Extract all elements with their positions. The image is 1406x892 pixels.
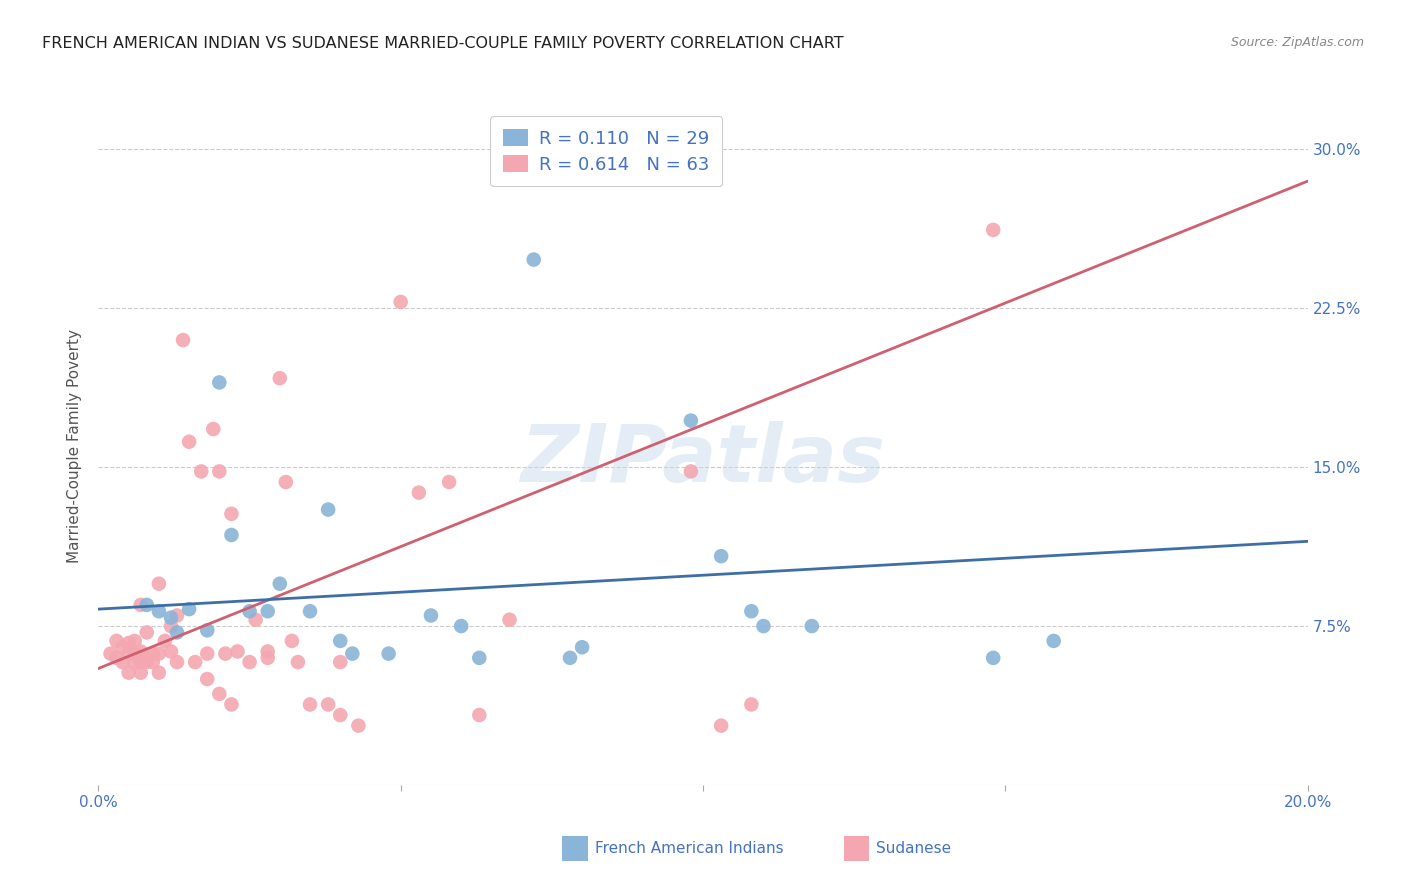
Point <box>329 655 352 669</box>
Point <box>299 604 322 618</box>
Point <box>558 651 581 665</box>
Point <box>184 655 207 669</box>
Point <box>269 371 291 385</box>
Point <box>800 619 823 633</box>
Point <box>148 576 170 591</box>
Point <box>208 464 231 478</box>
Point <box>118 636 141 650</box>
Point <box>329 708 352 723</box>
Point <box>124 655 146 669</box>
Point <box>148 604 170 618</box>
Point <box>111 655 134 669</box>
Point <box>202 422 225 436</box>
Point <box>710 549 733 564</box>
Point <box>221 698 243 712</box>
Point <box>153 633 176 648</box>
Point <box>256 651 278 665</box>
Point <box>226 644 249 658</box>
Point <box>1042 633 1064 648</box>
Point <box>347 719 370 733</box>
Point <box>208 376 231 390</box>
Point <box>190 464 212 478</box>
Point <box>135 598 157 612</box>
Point <box>124 647 146 661</box>
Point <box>166 608 188 623</box>
Point <box>740 604 762 618</box>
Point <box>420 608 443 623</box>
Point <box>256 604 278 618</box>
Point <box>142 647 165 661</box>
Point <box>135 625 157 640</box>
Point <box>105 651 128 665</box>
Text: French American Indians: French American Indians <box>595 841 783 855</box>
Point <box>408 485 430 500</box>
Point <box>142 655 165 669</box>
Text: Source: ZipAtlas.com: Source: ZipAtlas.com <box>1230 36 1364 49</box>
Point <box>172 333 194 347</box>
Point <box>166 655 188 669</box>
Point <box>468 651 491 665</box>
Point <box>316 502 339 516</box>
Point <box>129 665 152 680</box>
Point <box>269 576 291 591</box>
Point <box>111 640 134 655</box>
Legend: R = 0.110   N = 29, R = 0.614   N = 63: R = 0.110 N = 29, R = 0.614 N = 63 <box>491 116 723 186</box>
Point <box>389 294 412 310</box>
Point <box>256 644 278 658</box>
Point <box>118 647 141 661</box>
Point <box>166 625 188 640</box>
Point <box>195 672 218 686</box>
Point <box>523 252 546 267</box>
Point <box>148 665 170 680</box>
Point <box>179 602 201 616</box>
Point <box>679 464 702 478</box>
Point <box>135 655 157 669</box>
Text: Sudanese: Sudanese <box>876 841 950 855</box>
Point <box>571 640 593 655</box>
Point <box>148 647 170 661</box>
Point <box>245 613 267 627</box>
Point <box>100 647 122 661</box>
Point <box>239 655 262 669</box>
Point <box>129 644 152 658</box>
Y-axis label: Married-Couple Family Poverty: Married-Couple Family Poverty <box>67 329 83 563</box>
Point <box>468 708 491 723</box>
Text: FRENCH AMERICAN INDIAN VS SUDANESE MARRIED-COUPLE FAMILY POVERTY CORRELATION CHA: FRENCH AMERICAN INDIAN VS SUDANESE MARRI… <box>42 36 844 51</box>
Point <box>740 698 762 712</box>
Point <box>129 655 152 669</box>
Point <box>498 613 520 627</box>
Point <box>287 655 309 669</box>
Point <box>679 414 702 428</box>
Text: ZIPatlas: ZIPatlas <box>520 420 886 499</box>
Point <box>160 610 183 624</box>
Point <box>105 633 128 648</box>
Point <box>221 507 243 521</box>
Point <box>208 687 231 701</box>
Point <box>281 633 304 648</box>
Point <box>135 651 157 665</box>
Point <box>316 698 339 712</box>
Point <box>195 647 218 661</box>
Point <box>129 598 152 612</box>
Point <box>221 528 243 542</box>
Point <box>450 619 472 633</box>
Point <box>437 475 460 489</box>
Point <box>239 604 262 618</box>
Point <box>195 624 218 638</box>
Point <box>274 475 297 489</box>
Point <box>124 633 146 648</box>
Point <box>981 223 1004 237</box>
Point <box>752 619 775 633</box>
Point <box>160 619 183 633</box>
Point <box>299 698 322 712</box>
Point <box>179 434 201 449</box>
Point <box>118 665 141 680</box>
Point <box>329 633 352 648</box>
Point <box>214 647 236 661</box>
Point <box>981 651 1004 665</box>
Point <box>160 644 183 658</box>
Point <box>710 719 733 733</box>
Point <box>342 647 364 661</box>
Point <box>377 647 399 661</box>
